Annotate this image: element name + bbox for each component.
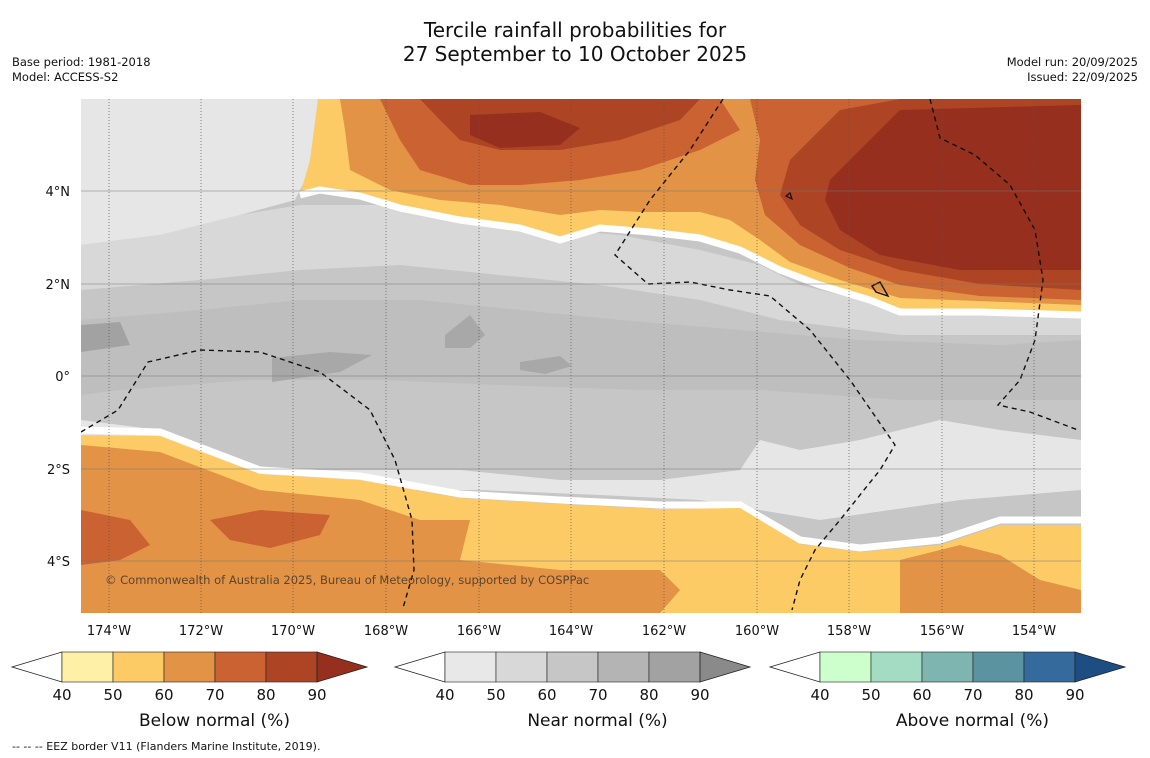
colorbar-tick: 90 [307, 686, 326, 704]
title-line-2: 27 September to 10 October 2025 [402, 42, 748, 66]
model-run: Model run: 20/09/2025 [1006, 55, 1138, 69]
lon-label: 154°W [1012, 624, 1056, 639]
colorbar-segment [214, 651, 267, 683]
lon-label: 164°W [549, 624, 593, 639]
meta-left: Base period: 1981-2018 Model: ACCESS-S2 [12, 55, 151, 85]
issued-date: Issued: 22/09/2025 [1027, 70, 1138, 84]
lat-label: 0° [55, 370, 70, 385]
colorbar-tick: 40 [435, 686, 454, 704]
colorbar-2: 40 50 60 70 80 90 Near normal (%) [393, 651, 752, 731]
colorbar-over-triangle [1074, 651, 1127, 683]
island-outline-1 [870, 281, 890, 298]
lon-label: 158°W [827, 624, 871, 639]
lon-label: 162°W [642, 624, 686, 639]
colorbar-segment [819, 651, 872, 683]
colorbar-under-triangle [768, 651, 821, 683]
white-gap-south [81, 426, 1081, 552]
colorbar-tick: 80 [639, 686, 658, 704]
colorbar-segment [112, 651, 165, 683]
colorbar-tick: 60 [912, 686, 931, 704]
below-normal-90-north-west [470, 112, 580, 148]
lon-label: 170°W [271, 624, 315, 639]
lon-label: 174°W [87, 624, 131, 639]
eez-borders [81, 99, 1079, 611]
colorbar-tick: 80 [1014, 686, 1033, 704]
colorbar-over-triangle [316, 651, 369, 683]
near-normal-50-band [81, 205, 1081, 335]
colorbar-under-triangle [393, 651, 446, 683]
lon-label: 172°W [179, 624, 223, 639]
near-normal-80-patch-2 [445, 315, 485, 348]
near-normal-80-patch-4 [520, 356, 572, 374]
colorbar-segment [870, 651, 923, 683]
base-period: Base period: 1981-2018 [12, 55, 151, 69]
below-normal-90-north-east [825, 105, 1081, 270]
title-line-1: Tercile rainfall probabilities for [423, 18, 727, 42]
colorbar-label: Above normal (%) [896, 711, 1049, 731]
lon-label: 160°W [735, 624, 779, 639]
eez-footer-note: -- -- -- EEZ border V11 (Flanders Marine… [12, 740, 321, 753]
lon-label: 156°W [920, 624, 964, 639]
below-normal-60-south-west [81, 445, 680, 613]
lat-label: 2°N [46, 278, 71, 293]
near-normal-60-band [81, 300, 1081, 400]
lat-label: 2°S [47, 463, 70, 478]
colorbar-tick: 80 [256, 686, 275, 704]
lon-label: 168°W [364, 624, 408, 639]
copyright-notice: © Commonwealth of Australia 2025, Bureau… [105, 573, 590, 587]
colorbar-segment [648, 651, 701, 683]
near-normal-80-patch-3 [272, 352, 372, 382]
colorbar-3: 40 50 60 70 80 90 Above normal (%) [768, 651, 1127, 731]
colorbar-tick: 60 [537, 686, 556, 704]
near-normal-40-area [81, 99, 330, 245]
map-fill [81, 99, 1081, 613]
island-outline-2 [784, 192, 794, 201]
colorbar-label: Near normal (%) [527, 711, 667, 731]
colorbar-tick: 70 [588, 686, 607, 704]
colorbar-tick: 90 [1065, 686, 1084, 704]
meta-right: Model run: 20/09/2025 Issued: 22/09/2025 [1007, 55, 1138, 85]
colorbar-tick: 50 [103, 686, 122, 704]
below-normal-70-patch-2 [210, 510, 330, 548]
colorbar-label: Below normal (%) [139, 711, 290, 731]
colorbar-segment [972, 651, 1025, 683]
colorbar-segment [163, 651, 216, 683]
colorbar-over-triangle [699, 651, 752, 683]
model-name: Model: ACCESS-S2 [12, 70, 119, 84]
colorbar-segment [495, 651, 548, 683]
colorbar-tick: 70 [963, 686, 982, 704]
colorbar-segment [61, 651, 114, 683]
colorbar-segment [597, 651, 650, 683]
lat-label: 4°S [47, 555, 70, 570]
colorbar-1: 40 50 60 70 80 90 Below normal (%) [10, 651, 369, 731]
colorbar-tick: 90 [690, 686, 709, 704]
colorbar-tick: 50 [861, 686, 880, 704]
colorbars: 40 50 60 70 80 90 Below normal (%) 40 50 60 70 80 90… [10, 651, 1127, 731]
near-normal-40-south-band [81, 420, 1081, 520]
colorbar-tick: 40 [810, 686, 829, 704]
colorbar-segment [1023, 651, 1076, 683]
colorbar-segment [546, 651, 599, 683]
lat-label: 4°N [46, 185, 71, 200]
below-normal-70-patch-1 [81, 510, 150, 565]
colorbar-under-triangle [10, 651, 63, 683]
colorbar-tick: 50 [486, 686, 505, 704]
colorbar-segment [444, 651, 497, 683]
colorbar-segment [921, 651, 974, 683]
graticule [81, 99, 1081, 613]
colorbar-tick: 70 [205, 686, 224, 704]
colorbar-tick: 60 [154, 686, 173, 704]
colorbar-tick: 40 [52, 686, 71, 704]
map-title: Tercile rainfall probabilities for 27 Se… [0, 18, 1150, 66]
latitude-labels: 4°N 2°N 0° 2°S 4°S [46, 185, 71, 570]
colorbar-segment [265, 651, 318, 683]
longitude-labels: 174°W 172°W 170°W 168°W 166°W 164°W 162°W 160°W… [87, 624, 1056, 639]
near-normal-80-patch-1 [81, 322, 130, 352]
white-gap-north [299, 186, 1081, 319]
below-normal-60-south-east [900, 545, 1081, 613]
lon-label: 166°W [457, 624, 501, 639]
